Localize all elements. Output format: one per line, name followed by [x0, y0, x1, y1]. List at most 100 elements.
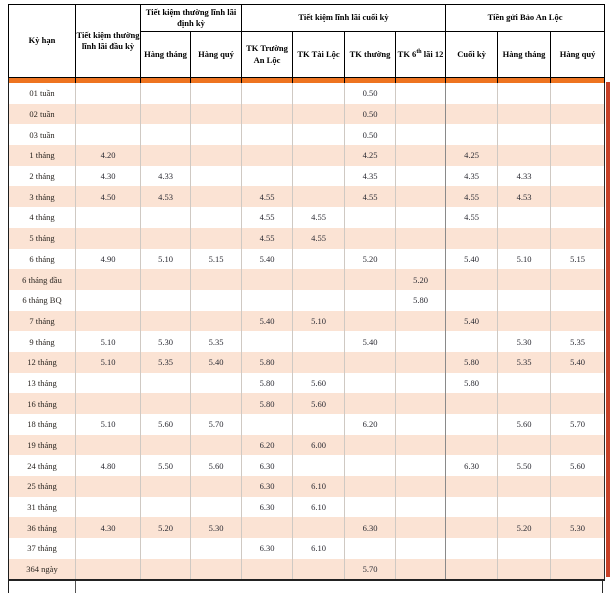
term-cell: 36 tháng	[8, 517, 76, 539]
col-header-hang-quy-dinh-ky: Hàng quý	[190, 31, 242, 78]
rate-cell: 6.10	[292, 496, 345, 518]
term-cell: 25 tháng	[8, 476, 76, 497]
right-edge-strip	[606, 82, 610, 577]
rate-cell: 6.30	[241, 496, 293, 518]
table-row: 16 tháng 5.80 5.60	[8, 393, 605, 414]
rate-cell	[292, 289, 345, 311]
rate-cell: 6.30	[445, 455, 498, 477]
orange-separator-bar	[8, 77, 606, 83]
rate-cell: 4.30	[75, 517, 141, 539]
rate-cell: 5.20	[394, 269, 446, 290]
rate-cell: 5.80	[394, 289, 446, 311]
rate-cell	[75, 538, 141, 559]
table-row: 25 tháng 6.30 6.10	[8, 476, 605, 497]
rate-cell: 5.40	[241, 248, 293, 270]
rate-cell: 4.33	[497, 165, 551, 187]
rate-cell	[394, 372, 446, 394]
rate-cell	[190, 227, 242, 249]
rate-cell: 5.70	[190, 414, 242, 435]
rate-cell: 5.15	[190, 248, 242, 270]
term-cell: 2 tháng	[8, 165, 76, 187]
header-group-row: Kỳ hạn Tiết kiệm thường lĩnh lãi đầu kỳ …	[8, 4, 606, 78]
rate-cell: 5.50	[140, 455, 191, 477]
tk6-post: lãi 12	[423, 48, 444, 59]
rate-cell	[241, 145, 293, 166]
rate-cell: 4.55	[445, 207, 498, 228]
col-header-hang-quy-bao-an-loc: Hàng quý	[550, 31, 606, 78]
rate-cell: 6.00	[292, 434, 345, 456]
rate-cell: 5.10	[75, 331, 141, 352]
rate-cell	[394, 414, 446, 435]
term-cell: 6 tháng	[8, 248, 76, 270]
rate-cell	[190, 558, 242, 580]
rate-cell	[497, 393, 551, 414]
rate-cell: 5.80	[445, 372, 498, 394]
rate-cell	[75, 434, 141, 456]
rate-cell	[394, 351, 446, 373]
rate-cell	[292, 517, 345, 539]
rate-cell	[190, 207, 242, 228]
rate-cell: 4.55	[241, 207, 293, 228]
rate-cell	[344, 476, 396, 497]
rate-cell: 4.35	[344, 165, 396, 187]
rate-cell	[140, 269, 191, 290]
rate-cell	[140, 538, 191, 559]
rate-cell	[445, 227, 498, 249]
rate-cell	[241, 103, 293, 125]
rate-cell: 4.20	[75, 145, 141, 166]
rates-table: Kỳ hạn Tiết kiệm thường lĩnh lãi đầu kỳ …	[8, 4, 606, 581]
rate-cell: 6.30	[241, 538, 293, 559]
rate-cell	[344, 434, 396, 456]
term-cell: 18 tháng	[8, 414, 76, 435]
term-cell: 6 tháng BQ	[8, 289, 76, 311]
rate-cell: 5.60	[292, 393, 345, 414]
partial-row-column-divider	[75, 580, 76, 593]
rate-cell	[550, 538, 605, 559]
table-row: 12 tháng 5.10 5.35 5.40 5.80 5.80 5.35 5.40	[8, 351, 605, 373]
rate-cell: 4.55	[292, 207, 345, 228]
rate-cell	[140, 124, 191, 146]
rate-cell	[241, 83, 293, 104]
rate-cell	[190, 83, 242, 104]
rate-cell	[497, 227, 551, 249]
rate-cell	[292, 186, 345, 208]
table-row: 3 tháng 4.50 4.53 4.55 4.55 4.55 4.53	[8, 186, 605, 208]
rate-cell: 5.15	[550, 248, 605, 270]
term-cell: 1 tháng	[8, 145, 76, 166]
table-row: 31 tháng 6.30 6.10	[8, 496, 605, 518]
rate-cell	[550, 186, 605, 208]
table-row: 37 tháng 6.30 6.10	[8, 538, 605, 559]
rate-cell	[394, 496, 446, 518]
rate-cell: 6.20	[344, 414, 396, 435]
rate-cell: 5.30	[140, 331, 191, 352]
rate-cell: 5.50	[497, 455, 551, 477]
rate-cell	[190, 124, 242, 146]
rate-cell	[394, 434, 446, 456]
rate-cell: 5.35	[140, 351, 191, 373]
tk6-pre: TK 6	[397, 48, 417, 59]
table-row: 7 tháng 5.40 5.10 5.40	[8, 310, 605, 332]
rate-cell: 4.90	[75, 248, 141, 270]
rate-cell	[140, 227, 191, 249]
rate-cell	[550, 393, 605, 414]
rate-cell: 6.30	[241, 455, 293, 477]
rate-cell	[445, 83, 498, 104]
rate-cell	[445, 434, 498, 456]
rate-cell: 5.60	[550, 455, 605, 477]
rate-cell	[550, 310, 605, 332]
rate-cell	[241, 414, 293, 435]
rate-cell	[140, 558, 191, 580]
rate-cell: 5.40	[344, 331, 396, 352]
rate-cell	[140, 103, 191, 125]
rate-cell	[497, 496, 551, 518]
rate-cell	[140, 289, 191, 311]
table-row: 6 tháng 4.90 5.10 5.15 5.40 5.20 5.40 5.10 5.15	[8, 248, 605, 270]
rate-cell	[550, 269, 605, 290]
table-row: 5 tháng 4.55 4.55	[8, 227, 605, 249]
rate-cell	[344, 289, 396, 311]
rate-cell	[241, 517, 293, 539]
rate-cell	[75, 372, 141, 394]
col-header-tk-thuong: TK thường	[344, 31, 396, 78]
rate-cell	[550, 124, 605, 146]
rate-cell: 4.80	[75, 455, 141, 477]
